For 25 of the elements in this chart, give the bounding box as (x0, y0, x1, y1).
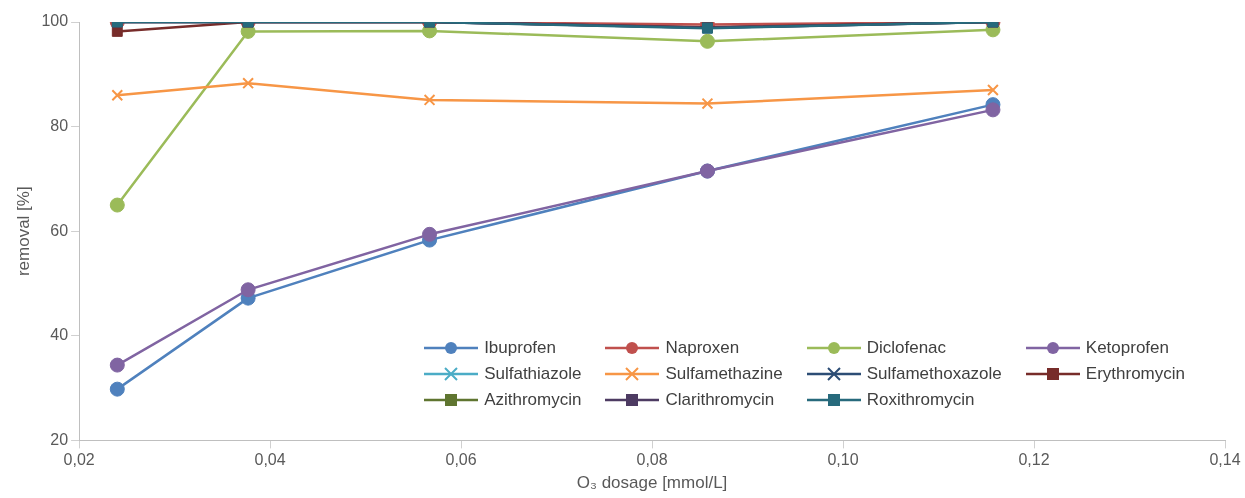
legend-label: Clarithromycin (665, 390, 775, 410)
legend-label: Roxithromycin (866, 390, 975, 410)
x-tick-label: 0,14 (1209, 451, 1241, 469)
legend-label: Sulfamethazine (665, 364, 783, 384)
legend-label: Sulfamethoxazole (866, 364, 1002, 384)
x-tick-label: 0,04 (254, 451, 286, 469)
x-tick-label: 0,06 (445, 451, 477, 469)
legend-label: Ketoprofen (1085, 338, 1169, 358)
legend-label: Azithromycin (484, 390, 582, 410)
legend-label: Diclofenac (866, 338, 947, 358)
y-tick-label: 60 (50, 221, 69, 239)
y-axis-title: removal [%] (13, 186, 33, 277)
x-axis-title: O₃ dosage [mmol/L] (576, 473, 728, 493)
x-tick-label: 0,12 (1018, 451, 1050, 469)
legend-label: Ibuprofen (484, 338, 556, 358)
x-tick-label: 0,08 (636, 451, 668, 469)
legend-label: Sulfathiazole (484, 364, 582, 384)
legend-label: Erythromycin (1085, 364, 1185, 384)
x-tick-label: 0,10 (827, 451, 859, 469)
y-tick-label: 20 (50, 430, 69, 448)
y-tick-label: 100 (41, 12, 69, 30)
y-tick-label: 80 (50, 117, 69, 135)
legend-label: Naproxen (665, 338, 740, 358)
x-tick-label: 0,02 (63, 451, 95, 469)
y-tick-label: 40 (50, 326, 69, 344)
